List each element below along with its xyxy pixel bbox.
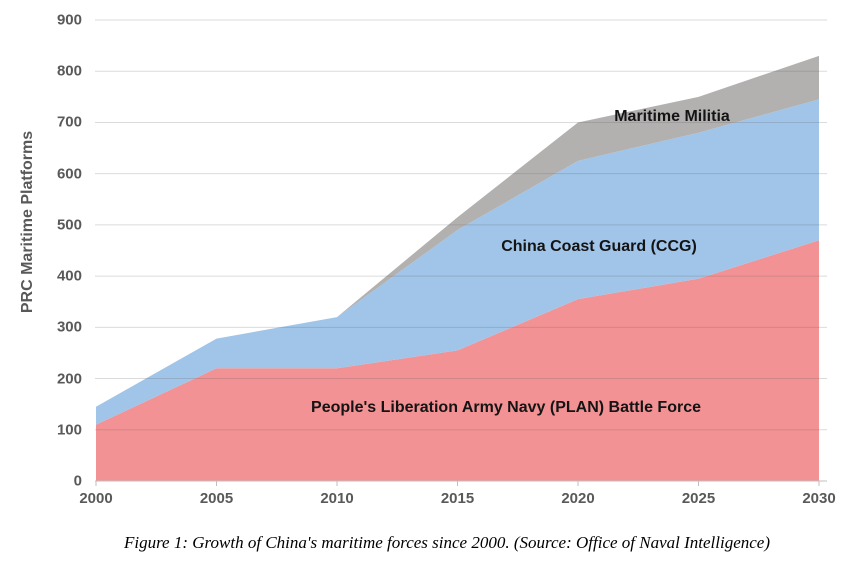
y-tick-label-0: 0 xyxy=(73,472,82,490)
area-label-plan: People's Liberation Army Navy (PLAN) Bat… xyxy=(311,399,701,416)
y-tick-label-200: 200 xyxy=(56,370,82,388)
y-tick-label-500: 500 xyxy=(56,216,82,234)
x-tick-label-2025: 2025 xyxy=(681,490,716,507)
y-tick-label-600: 600 xyxy=(56,165,82,183)
x-tick-label-2005: 2005 xyxy=(199,490,234,507)
figure-caption: Figure 1: Growth of China's maritime for… xyxy=(123,533,771,552)
x-tick-label-2020: 2020 xyxy=(561,490,595,507)
area-label-ccg: China Coast Guard (CCG) xyxy=(501,238,697,255)
area-label-militia: Maritime Militia xyxy=(614,108,730,125)
y-tick-label-400: 400 xyxy=(56,267,82,285)
x-tick-label-2010: 2010 xyxy=(320,490,354,507)
area-plan xyxy=(96,240,819,481)
y-tick-label-900: 900 xyxy=(56,11,82,29)
y-axis-title: PRC Maritime Platforms xyxy=(19,130,36,314)
y-tick-label-100: 100 xyxy=(56,421,82,439)
y-tick-label-800: 800 xyxy=(56,62,82,80)
x-tick-label-2000: 2000 xyxy=(79,490,113,507)
y-tick-label-700: 700 xyxy=(56,113,82,131)
x-tick-label-2015: 2015 xyxy=(440,490,475,507)
area-ccg xyxy=(96,99,819,425)
area-militia xyxy=(96,55,819,407)
y-tick-label-300: 300 xyxy=(56,318,82,336)
x-tick-label-2030: 2030 xyxy=(802,490,836,507)
